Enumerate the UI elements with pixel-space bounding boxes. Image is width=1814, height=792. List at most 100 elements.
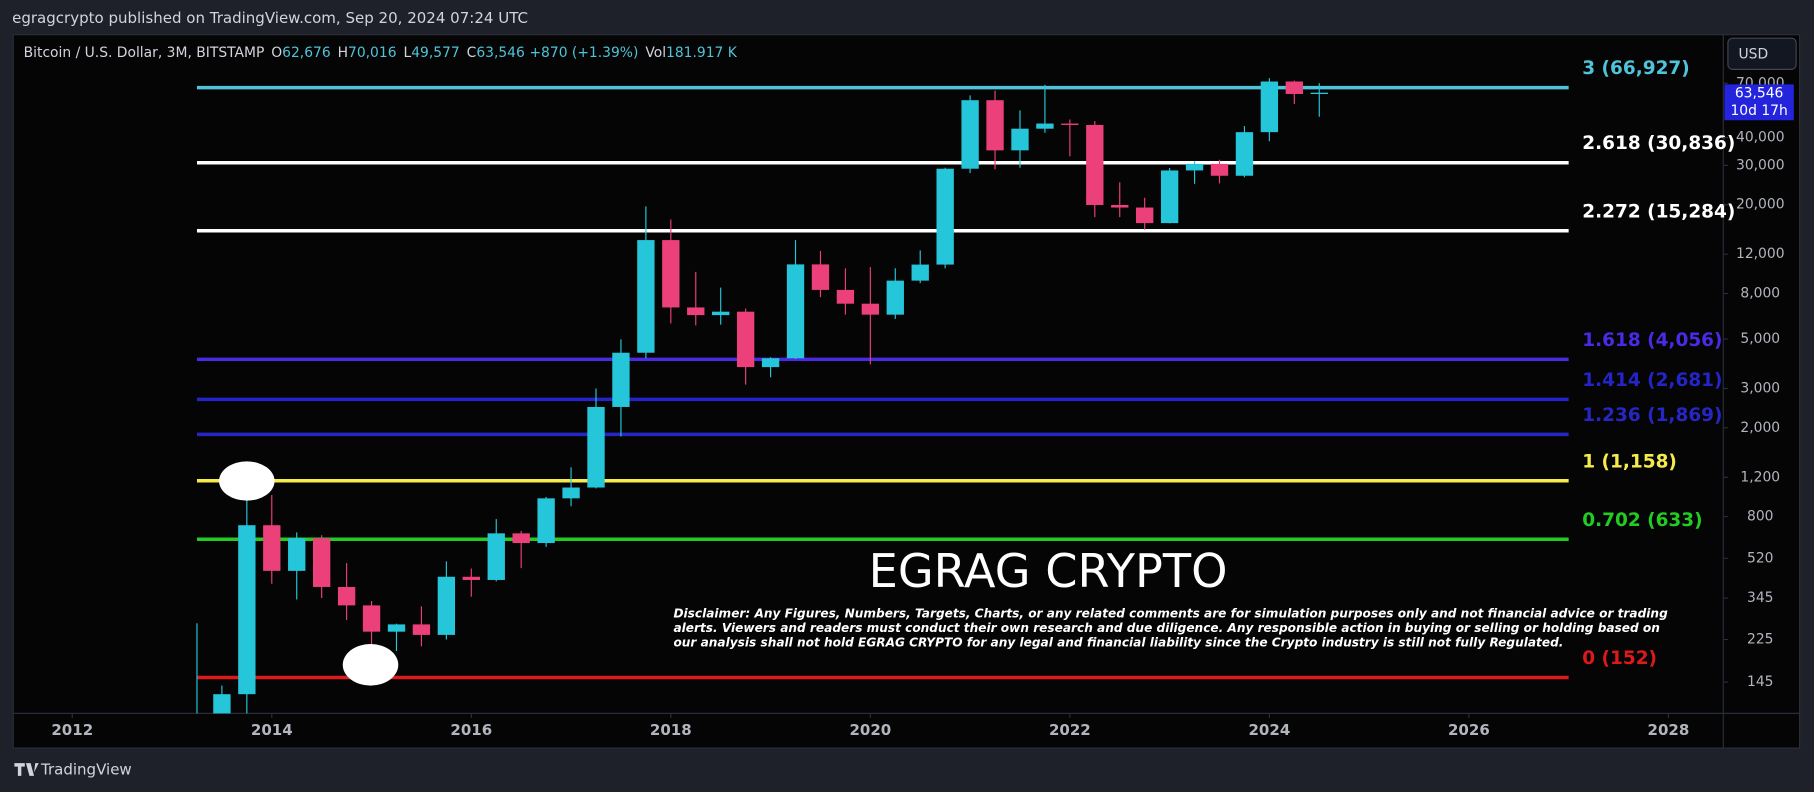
fib-levels: 3 (66,927) 2.618 (30,836) 2.272 (15,284) 1.… bbox=[196, 58, 1735, 680]
candle-body bbox=[1086, 124, 1104, 205]
currency-button[interactable] bbox=[1727, 37, 1797, 70]
level-label: 1.414 (2,681) bbox=[1582, 370, 1722, 391]
y-tick-label: 12,000 bbox=[1736, 246, 1785, 262]
candle-body bbox=[462, 576, 480, 580]
disclaimer-line: Disclaimer: Any Figures, Numbers, Target… bbox=[673, 606, 1668, 620]
level-label: 2.272 (15,284) bbox=[1582, 201, 1735, 222]
x-tick-label: 2016 bbox=[450, 721, 492, 739]
volume-key: Vol bbox=[645, 45, 666, 61]
candle-body bbox=[1036, 123, 1054, 129]
y-tick-label: 800 bbox=[1747, 509, 1773, 525]
candle-body bbox=[936, 168, 954, 265]
x-tick-label: 2014 bbox=[251, 721, 293, 739]
y-tick-label: 20,000 bbox=[1736, 197, 1785, 213]
axes: 145 225 345 520 800 1,200 2,000 3,000 5,000 8,000… bbox=[51, 75, 1784, 739]
x-tick-label: 2022 bbox=[1049, 721, 1091, 739]
y-tick-label: 145 bbox=[1747, 674, 1773, 690]
candle-body bbox=[1310, 92, 1328, 95]
candle-body bbox=[362, 605, 381, 632]
candle-body bbox=[1260, 81, 1279, 133]
highlight-ellipse bbox=[342, 644, 399, 686]
candle-body bbox=[1210, 163, 1229, 176]
brand-name[interactable]: TradingView bbox=[40, 761, 132, 779]
ohlc-value: 70,016 bbox=[348, 45, 397, 61]
candle-body bbox=[1285, 81, 1303, 94]
candle-body bbox=[662, 240, 680, 308]
candle-body bbox=[387, 624, 406, 632]
ohlc-value: 62,676 bbox=[282, 45, 331, 61]
level-label: 1.236 (1,869) bbox=[1582, 405, 1722, 426]
candle-body bbox=[612, 352, 630, 407]
level-label: 3 (66,927) bbox=[1582, 58, 1690, 79]
candle-body bbox=[761, 358, 780, 368]
candle-body bbox=[412, 624, 431, 635]
x-tick-label: 2018 bbox=[650, 721, 692, 739]
y-tick-label: 520 bbox=[1747, 550, 1773, 566]
candle-body bbox=[562, 487, 580, 499]
candle-body bbox=[1185, 163, 1204, 171]
y-tick-label: 5,000 bbox=[1740, 331, 1780, 347]
currency-button-label[interactable]: USD bbox=[1739, 46, 1769, 62]
candle-body bbox=[263, 525, 281, 571]
candle-body bbox=[861, 303, 880, 315]
change: +870 (+1.39%) bbox=[529, 45, 638, 61]
candle-body bbox=[512, 533, 530, 544]
level-label: 1 (1,158) bbox=[1582, 451, 1677, 472]
candle-body bbox=[1235, 132, 1254, 176]
symbol: Bitcoin / U.S. Dollar, 3M, BITSTAMP bbox=[24, 45, 265, 61]
disclaimer-line: our analysis shall not hold EGRAG CRYPTO… bbox=[673, 635, 1563, 649]
candle-body bbox=[786, 264, 805, 359]
candle-body bbox=[213, 694, 231, 714]
chart-panel bbox=[12, 34, 1801, 749]
candle-body bbox=[911, 264, 929, 281]
ohlc-value: 63,546 bbox=[476, 45, 525, 61]
candles bbox=[196, 78, 1328, 714]
price-tag bbox=[1724, 84, 1794, 121]
candle-body bbox=[886, 280, 904, 315]
ohlc-key: C bbox=[467, 45, 477, 61]
candle-body bbox=[811, 264, 830, 290]
candle-body bbox=[736, 311, 755, 368]
candle-body bbox=[1160, 170, 1179, 224]
candle-body bbox=[587, 406, 605, 488]
candle-body bbox=[687, 307, 705, 316]
level-label: 0 (152) bbox=[1582, 648, 1657, 669]
candle-body bbox=[312, 538, 331, 587]
ohlc-key: O bbox=[271, 45, 282, 61]
candle-body bbox=[337, 586, 356, 606]
x-tick-label: 2026 bbox=[1448, 721, 1490, 739]
published-note: egragcrypto published on TradingView.com… bbox=[12, 9, 528, 27]
candle-body bbox=[1011, 128, 1029, 151]
x-tick-label: 2020 bbox=[849, 721, 891, 739]
x-tick-label: 2012 bbox=[51, 721, 93, 739]
price-tag-price: 63,546 bbox=[1735, 86, 1784, 102]
brand-logo[interactable] bbox=[14, 763, 39, 776]
ohlc-value: 49,577 bbox=[411, 45, 460, 61]
y-tick-label: 225 bbox=[1747, 632, 1773, 648]
candle-body bbox=[537, 498, 555, 544]
level-label: 0.702 (633) bbox=[1582, 510, 1702, 531]
watermark: EGRAG CRYPTO bbox=[869, 544, 1228, 598]
candle-body bbox=[637, 240, 655, 353]
price-tag-countdown: 10d 17h bbox=[1730, 103, 1787, 119]
y-tick-label: 30,000 bbox=[1736, 157, 1785, 173]
volume-value: 181.917 K bbox=[666, 45, 738, 61]
highlight-ellipse bbox=[219, 461, 275, 501]
y-tick-label: 8,000 bbox=[1740, 285, 1780, 301]
level-label: 1.618 (4,056) bbox=[1582, 330, 1722, 351]
ohlc-key: L bbox=[403, 45, 411, 61]
y-tick-label: 345 bbox=[1747, 590, 1773, 606]
candle-body bbox=[487, 533, 505, 580]
candle-body bbox=[437, 576, 456, 635]
candle-body bbox=[712, 311, 730, 316]
candle-body bbox=[986, 100, 1004, 151]
candle-body bbox=[836, 289, 855, 304]
candle-body bbox=[1136, 207, 1154, 224]
candle-body bbox=[1111, 204, 1129, 208]
symbol-legend: Bitcoin / U.S. Dollar, 3M, BITSTAMP O62,6… bbox=[24, 45, 738, 61]
y-tick-label: 40,000 bbox=[1736, 130, 1785, 146]
candle-body bbox=[961, 100, 979, 169]
disclaimer-line: alerts. Viewers and readers must conduct… bbox=[673, 621, 1659, 635]
